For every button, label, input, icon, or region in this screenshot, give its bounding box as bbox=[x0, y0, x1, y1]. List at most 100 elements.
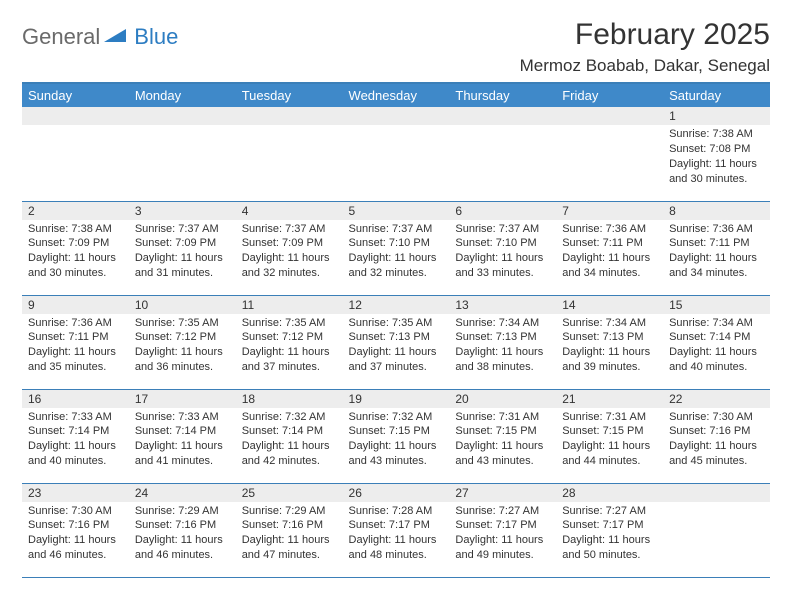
calendar-day-cell: 11Sunrise: 7:35 AMSunset: 7:12 PMDayligh… bbox=[236, 295, 343, 389]
day-number: 16 bbox=[22, 390, 129, 408]
day-number: 18 bbox=[236, 390, 343, 408]
day-number: 8 bbox=[663, 202, 770, 220]
column-header: Tuesday bbox=[236, 83, 343, 107]
calendar-day-cell: 3Sunrise: 7:37 AMSunset: 7:09 PMDaylight… bbox=[129, 201, 236, 295]
day-data: Sunrise: 7:35 AMSunset: 7:12 PMDaylight:… bbox=[129, 314, 236, 379]
calendar-day-cell: 18Sunrise: 7:32 AMSunset: 7:14 PMDayligh… bbox=[236, 389, 343, 483]
day-data: Sunrise: 7:33 AMSunset: 7:14 PMDaylight:… bbox=[129, 408, 236, 473]
day-number bbox=[663, 484, 770, 502]
title-block: February 2025 Mermoz Boabab, Dakar, Sene… bbox=[520, 18, 770, 76]
calendar-day-cell: 28Sunrise: 7:27 AMSunset: 7:17 PMDayligh… bbox=[556, 483, 663, 577]
calendar-day-cell: 25Sunrise: 7:29 AMSunset: 7:16 PMDayligh… bbox=[236, 483, 343, 577]
day-data: Sunrise: 7:37 AMSunset: 7:10 PMDaylight:… bbox=[449, 220, 556, 285]
day-number: 7 bbox=[556, 202, 663, 220]
calendar-day-cell: 27Sunrise: 7:27 AMSunset: 7:17 PMDayligh… bbox=[449, 483, 556, 577]
calendar-day-cell: 6Sunrise: 7:37 AMSunset: 7:10 PMDaylight… bbox=[449, 201, 556, 295]
day-number: 12 bbox=[343, 296, 450, 314]
logo-text-blue: Blue bbox=[134, 24, 178, 50]
column-header: Monday bbox=[129, 83, 236, 107]
calendar-day-cell: 17Sunrise: 7:33 AMSunset: 7:14 PMDayligh… bbox=[129, 389, 236, 483]
column-header: Wednesday bbox=[343, 83, 450, 107]
calendar-day-cell bbox=[129, 107, 236, 201]
day-number: 11 bbox=[236, 296, 343, 314]
day-data: Sunrise: 7:30 AMSunset: 7:16 PMDaylight:… bbox=[663, 408, 770, 473]
day-number: 22 bbox=[663, 390, 770, 408]
calendar-day-cell: 15Sunrise: 7:34 AMSunset: 7:14 PMDayligh… bbox=[663, 295, 770, 389]
day-number: 21 bbox=[556, 390, 663, 408]
calendar-day-cell: 23Sunrise: 7:30 AMSunset: 7:16 PMDayligh… bbox=[22, 483, 129, 577]
day-number bbox=[556, 107, 663, 125]
column-header: Friday bbox=[556, 83, 663, 107]
logo-text-general: General bbox=[22, 24, 100, 50]
day-number: 14 bbox=[556, 296, 663, 314]
day-data: Sunrise: 7:27 AMSunset: 7:17 PMDaylight:… bbox=[449, 502, 556, 567]
calendar-day-cell: 8Sunrise: 7:36 AMSunset: 7:11 PMDaylight… bbox=[663, 201, 770, 295]
logo: General Blue bbox=[22, 24, 178, 50]
day-data: Sunrise: 7:36 AMSunset: 7:11 PMDaylight:… bbox=[556, 220, 663, 285]
month-title: February 2025 bbox=[520, 18, 770, 52]
calendar-day-cell bbox=[449, 107, 556, 201]
day-number bbox=[22, 107, 129, 125]
calendar-week-row: 9Sunrise: 7:36 AMSunset: 7:11 PMDaylight… bbox=[22, 295, 770, 389]
calendar-day-cell: 26Sunrise: 7:28 AMSunset: 7:17 PMDayligh… bbox=[343, 483, 450, 577]
calendar-day-cell bbox=[22, 107, 129, 201]
day-data: Sunrise: 7:34 AMSunset: 7:14 PMDaylight:… bbox=[663, 314, 770, 379]
day-number bbox=[449, 107, 556, 125]
calendar-day-cell: 22Sunrise: 7:30 AMSunset: 7:16 PMDayligh… bbox=[663, 389, 770, 483]
column-header: Saturday bbox=[663, 83, 770, 107]
calendar-day-cell: 13Sunrise: 7:34 AMSunset: 7:13 PMDayligh… bbox=[449, 295, 556, 389]
calendar-day-cell: 1Sunrise: 7:38 AMSunset: 7:08 PMDaylight… bbox=[663, 107, 770, 201]
day-number: 9 bbox=[22, 296, 129, 314]
calendar-day-cell: 5Sunrise: 7:37 AMSunset: 7:10 PMDaylight… bbox=[343, 201, 450, 295]
day-number: 19 bbox=[343, 390, 450, 408]
calendar-table: SundayMondayTuesdayWednesdayThursdayFrid… bbox=[22, 82, 770, 578]
header: General Blue February 2025 Mermoz Boabab… bbox=[22, 18, 770, 76]
day-data: Sunrise: 7:33 AMSunset: 7:14 PMDaylight:… bbox=[22, 408, 129, 473]
day-data: Sunrise: 7:34 AMSunset: 7:13 PMDaylight:… bbox=[556, 314, 663, 379]
calendar-week-row: 16Sunrise: 7:33 AMSunset: 7:14 PMDayligh… bbox=[22, 389, 770, 483]
day-number bbox=[129, 107, 236, 125]
day-data: Sunrise: 7:38 AMSunset: 7:08 PMDaylight:… bbox=[663, 125, 770, 190]
calendar-day-cell: 12Sunrise: 7:35 AMSunset: 7:13 PMDayligh… bbox=[343, 295, 450, 389]
day-data: Sunrise: 7:38 AMSunset: 7:09 PMDaylight:… bbox=[22, 220, 129, 285]
day-data: Sunrise: 7:32 AMSunset: 7:15 PMDaylight:… bbox=[343, 408, 450, 473]
day-data: Sunrise: 7:28 AMSunset: 7:17 PMDaylight:… bbox=[343, 502, 450, 567]
calendar-day-cell: 14Sunrise: 7:34 AMSunset: 7:13 PMDayligh… bbox=[556, 295, 663, 389]
day-data: Sunrise: 7:37 AMSunset: 7:09 PMDaylight:… bbox=[236, 220, 343, 285]
calendar-body: 1Sunrise: 7:38 AMSunset: 7:08 PMDaylight… bbox=[22, 107, 770, 577]
calendar-day-cell: 9Sunrise: 7:36 AMSunset: 7:11 PMDaylight… bbox=[22, 295, 129, 389]
day-number: 24 bbox=[129, 484, 236, 502]
day-data: Sunrise: 7:36 AMSunset: 7:11 PMDaylight:… bbox=[22, 314, 129, 379]
day-number: 13 bbox=[449, 296, 556, 314]
day-data: Sunrise: 7:30 AMSunset: 7:16 PMDaylight:… bbox=[22, 502, 129, 567]
calendar-week-row: 2Sunrise: 7:38 AMSunset: 7:09 PMDaylight… bbox=[22, 201, 770, 295]
calendar-day-cell bbox=[236, 107, 343, 201]
day-number: 25 bbox=[236, 484, 343, 502]
day-data: Sunrise: 7:32 AMSunset: 7:14 PMDaylight:… bbox=[236, 408, 343, 473]
day-number: 27 bbox=[449, 484, 556, 502]
day-number bbox=[343, 107, 450, 125]
logo-triangle-icon bbox=[104, 27, 126, 48]
day-number: 26 bbox=[343, 484, 450, 502]
day-data: Sunrise: 7:31 AMSunset: 7:15 PMDaylight:… bbox=[449, 408, 556, 473]
day-data: Sunrise: 7:27 AMSunset: 7:17 PMDaylight:… bbox=[556, 502, 663, 567]
day-data: Sunrise: 7:36 AMSunset: 7:11 PMDaylight:… bbox=[663, 220, 770, 285]
calendar-day-cell: 19Sunrise: 7:32 AMSunset: 7:15 PMDayligh… bbox=[343, 389, 450, 483]
calendar-day-cell: 24Sunrise: 7:29 AMSunset: 7:16 PMDayligh… bbox=[129, 483, 236, 577]
day-number: 10 bbox=[129, 296, 236, 314]
calendar-day-cell: 16Sunrise: 7:33 AMSunset: 7:14 PMDayligh… bbox=[22, 389, 129, 483]
calendar-week-row: 1Sunrise: 7:38 AMSunset: 7:08 PMDaylight… bbox=[22, 107, 770, 201]
location: Mermoz Boabab, Dakar, Senegal bbox=[520, 56, 770, 76]
calendar-day-cell bbox=[343, 107, 450, 201]
day-number: 20 bbox=[449, 390, 556, 408]
calendar-day-cell: 10Sunrise: 7:35 AMSunset: 7:12 PMDayligh… bbox=[129, 295, 236, 389]
day-number: 28 bbox=[556, 484, 663, 502]
day-data: Sunrise: 7:29 AMSunset: 7:16 PMDaylight:… bbox=[236, 502, 343, 567]
calendar-day-cell: 4Sunrise: 7:37 AMSunset: 7:09 PMDaylight… bbox=[236, 201, 343, 295]
day-data: Sunrise: 7:35 AMSunset: 7:12 PMDaylight:… bbox=[236, 314, 343, 379]
day-number: 3 bbox=[129, 202, 236, 220]
calendar-day-cell: 7Sunrise: 7:36 AMSunset: 7:11 PMDaylight… bbox=[556, 201, 663, 295]
calendar-day-cell bbox=[556, 107, 663, 201]
day-data: Sunrise: 7:29 AMSunset: 7:16 PMDaylight:… bbox=[129, 502, 236, 567]
calendar-day-cell bbox=[663, 483, 770, 577]
